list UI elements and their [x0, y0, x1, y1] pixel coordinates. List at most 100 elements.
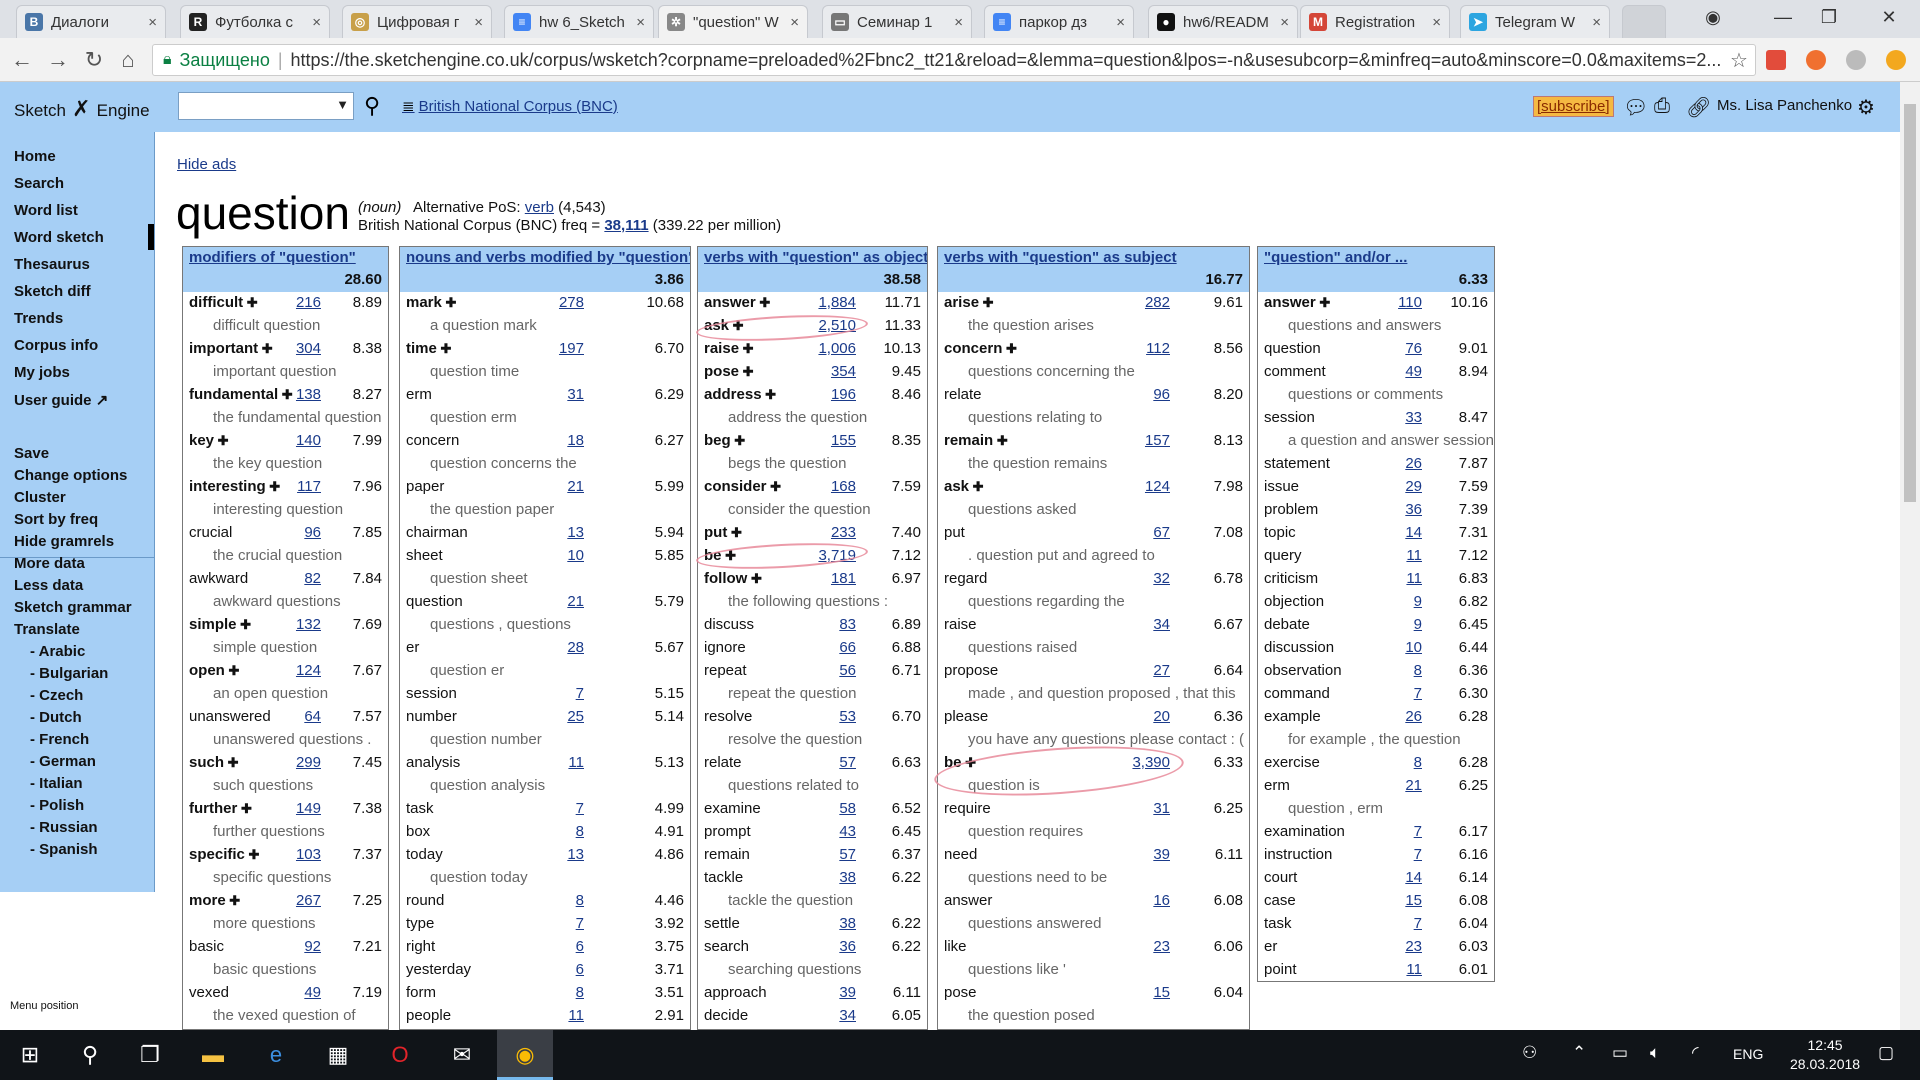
collocate-frequency-link[interactable]: 2,510 — [818, 317, 856, 334]
example-phrase[interactable]: questions like ' — [968, 961, 1066, 978]
example-phrase[interactable]: difficult question — [213, 317, 321, 334]
collocate-frequency-link[interactable]: 299 — [295, 754, 321, 771]
example-phrase[interactable]: interesting question — [213, 501, 344, 518]
example-phrase[interactable]: question analysis — [430, 777, 546, 794]
url-field[interactable]: 🔒︎ Защищено | https://the.sketchengine.c… — [152, 44, 1756, 76]
example-phrase[interactable]: questions answered — [968, 915, 1102, 932]
collocate-word[interactable]: relate — [704, 754, 742, 771]
expand-plus-icon[interactable]: ✚ — [747, 571, 762, 586]
collocate-word[interactable]: comment — [1264, 363, 1326, 380]
example-phrase[interactable]: questions raised — [968, 639, 1078, 656]
collocate-frequency-link[interactable]: 10 — [567, 547, 584, 564]
collocate-word[interactable]: query — [1264, 547, 1302, 564]
example-phrase[interactable]: questions relating to — [968, 409, 1103, 426]
search-icon[interactable]: ⚲ — [364, 93, 381, 118]
example-phrase[interactable]: questions , questions — [430, 616, 571, 633]
collocate-frequency-link[interactable]: 56 — [839, 662, 856, 679]
example-phrase[interactable]: question today — [430, 869, 528, 886]
browser-tab[interactable]: ✲ "question" W × — [658, 5, 808, 38]
collocate-frequency-link[interactable]: 34 — [839, 1007, 856, 1024]
file-explorer-icon[interactable]: ▬ — [202, 1042, 224, 1067]
collocate-frequency-link[interactable]: 8 — [1413, 662, 1422, 679]
chevron-up-icon[interactable]: ⌃ — [1572, 1043, 1587, 1062]
collocate-word[interactable]: session — [406, 685, 457, 702]
example-phrase[interactable]: question time — [430, 363, 520, 380]
collocate-frequency-link[interactable]: 282 — [1144, 294, 1170, 311]
example-phrase[interactable]: the question remains — [968, 455, 1108, 472]
collocate-frequency-link[interactable]: 3,390 — [1132, 754, 1170, 771]
gramrel-header[interactable]: "question" and/or ... — [1258, 247, 1494, 269]
chrome-icon[interactable]: ◉ — [515, 1042, 535, 1067]
expand-plus-icon[interactable]: ✚ — [278, 387, 293, 402]
translate-language-item[interactable]: - German — [30, 753, 96, 770]
translate-language-item[interactable]: - Polish — [30, 797, 85, 814]
collocate-word[interactable]: pose ✚ — [704, 363, 754, 380]
gramrel-header[interactable]: verbs with "question" as subject — [938, 247, 1249, 269]
collocate-word[interactable]: pose — [944, 984, 977, 1001]
expand-plus-icon[interactable]: ✚ — [727, 525, 742, 540]
collocate-word[interactable]: exercise — [1264, 754, 1320, 771]
tab-close-icon[interactable]: × — [1280, 13, 1289, 31]
notifications-icon[interactable]: ▢ — [1878, 1043, 1895, 1062]
collocate-frequency-link[interactable]: 33 — [1405, 409, 1422, 426]
collocate-word[interactable]: court — [1264, 869, 1298, 886]
expand-plus-icon[interactable]: ✚ — [243, 295, 258, 310]
collocate-frequency-link[interactable]: 140 — [295, 432, 321, 449]
collocate-word[interactable]: today — [406, 846, 443, 863]
collocate-frequency-link[interactable]: 10 — [1405, 639, 1422, 656]
collocate-frequency-link[interactable]: 31 — [567, 386, 584, 403]
collocate-word[interactable]: time ✚ — [406, 340, 452, 357]
example-phrase[interactable]: a question and answer session — [1288, 432, 1494, 449]
collocate-word[interactable]: round — [406, 892, 445, 909]
dropdown-arrow-icon[interactable]: ▼ — [336, 97, 349, 112]
collocate-word[interactable]: tackle — [704, 869, 744, 886]
collocate-frequency-link[interactable]: 8 — [1413, 754, 1422, 771]
collocate-word[interactable]: address ✚ — [704, 386, 777, 403]
collocate-frequency-link[interactable]: 11 — [1406, 961, 1422, 978]
expand-plus-icon[interactable]: ✚ — [969, 479, 984, 494]
collocate-word[interactable]: prompt — [704, 823, 751, 840]
collocate-word[interactable]: follow ✚ — [704, 570, 762, 587]
collocate-word[interactable]: consider ✚ — [704, 478, 782, 495]
collocate-word[interactable]: task — [406, 800, 434, 817]
subscribe-link[interactable]: [subscribe] — [1533, 96, 1614, 117]
collocate-word[interactable]: approach — [704, 984, 767, 1001]
collocate-word[interactable]: mark ✚ — [406, 294, 457, 311]
collocate-frequency-link[interactable]: 103 — [295, 846, 321, 863]
example-phrase[interactable]: questions related to — [728, 777, 859, 794]
collocate-frequency-link[interactable]: 57 — [839, 846, 856, 863]
edge-icon[interactable]: e — [269, 1042, 283, 1067]
collocate-frequency-link[interactable]: 155 — [830, 432, 856, 449]
collocate-frequency-link[interactable]: 11 — [1406, 547, 1422, 564]
collocate-frequency-link[interactable]: 7 — [1413, 915, 1422, 932]
collocate-word[interactable]: paper — [406, 478, 445, 495]
browser-tab[interactable]: R Футболка с × — [180, 5, 330, 38]
example-phrase[interactable]: tackle the question — [728, 892, 854, 909]
collocate-frequency-link[interactable]: 7 — [1413, 685, 1422, 702]
collocate-word[interactable]: important ✚ — [189, 340, 273, 357]
extension-icon-1[interactable] — [1766, 50, 1786, 70]
collocate-frequency-link[interactable]: 181 — [830, 570, 856, 587]
collocate-word[interactable]: task — [1264, 915, 1292, 932]
example-phrase[interactable]: . question put and agreed to — [968, 547, 1155, 564]
gramrel-header[interactable]: verbs with "question" as object — [698, 247, 927, 269]
sidebar-item-thesaurus[interactable]: Thesaurus — [14, 256, 90, 273]
example-phrase[interactable]: basic questions — [213, 961, 317, 978]
collocate-frequency-link[interactable]: 26 — [1405, 708, 1422, 725]
volume-icon[interactable]: 🔈︎ — [1650, 1043, 1661, 1062]
collocate-word[interactable]: ask ✚ — [704, 317, 744, 334]
collocate-word[interactable]: erm — [1264, 777, 1290, 794]
extension-icon-3[interactable] — [1846, 50, 1866, 70]
collocate-frequency-link[interactable]: 83 — [839, 616, 856, 633]
browser-tab[interactable]: В Диалоги × — [16, 5, 166, 38]
collocate-frequency-link[interactable]: 38 — [839, 869, 856, 886]
collocate-frequency-link[interactable]: 11 — [568, 1007, 584, 1024]
collocate-word[interactable]: answer ✚ — [1264, 294, 1331, 311]
collocate-frequency-link[interactable]: 39 — [1153, 846, 1170, 863]
collocate-frequency-link[interactable]: 66 — [839, 639, 856, 656]
example-phrase[interactable]: questions and answers — [1288, 317, 1442, 334]
collocate-word[interactable]: concern — [406, 432, 460, 449]
forward-icon[interactable]: → — [47, 47, 69, 72]
collocate-frequency-link[interactable]: 21 — [567, 478, 584, 495]
collocate-frequency-link[interactable]: 9 — [1413, 593, 1422, 610]
